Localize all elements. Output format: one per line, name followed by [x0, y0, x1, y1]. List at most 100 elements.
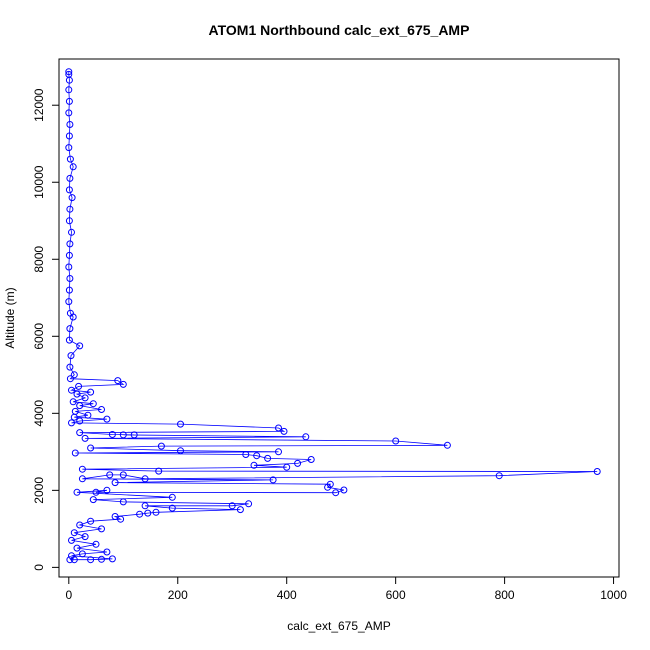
data-point: [69, 163, 77, 171]
data-point: [73, 488, 81, 496]
data-point: [103, 548, 111, 556]
data-point: [98, 525, 105, 533]
data-point: [75, 382, 83, 390]
data-point: [152, 508, 160, 516]
series-line: [68, 71, 598, 561]
data-point: [495, 472, 503, 480]
data-point: [275, 424, 282, 432]
data-point: [69, 313, 77, 321]
data-point: [69, 398, 77, 406]
data-point: [89, 496, 97, 504]
data-point: [68, 536, 75, 544]
data-point: [65, 336, 73, 344]
y-tick-label: 12000: [32, 88, 46, 122]
data-point: [228, 502, 236, 510]
data-point: [119, 380, 127, 388]
data-point: [65, 132, 73, 140]
data-point: [250, 461, 258, 469]
data-point: [71, 449, 79, 457]
axes: 0 200 400 600 800 100002000400060008000100001…: [32, 88, 627, 602]
data-point: [66, 155, 74, 163]
data-point: [68, 228, 75, 236]
y-tick-label: 10000: [32, 165, 46, 199]
data-point: [141, 475, 149, 483]
data-point: [67, 352, 75, 360]
data-point: [76, 417, 84, 425]
data-point: [264, 454, 272, 462]
data-point: [108, 431, 116, 438]
data-point: [73, 544, 81, 552]
data-point: [66, 325, 74, 333]
data-point: [65, 286, 73, 294]
data-point: [103, 486, 111, 494]
data-point: [245, 500, 253, 508]
x-tick-label: 200: [168, 588, 188, 602]
data-point: [136, 510, 144, 518]
data-point: [168, 504, 176, 512]
data-point: [66, 121, 74, 128]
data-point: [78, 550, 86, 558]
data-point: [236, 506, 244, 514]
data-point: [302, 433, 310, 441]
data-point: [177, 420, 184, 428]
data-point: [65, 76, 73, 84]
data-point: [81, 394, 89, 402]
data-point: [66, 363, 74, 371]
data-point: [307, 456, 315, 463]
data-point: [130, 431, 138, 439]
data-point: [111, 479, 119, 487]
data-point: [269, 476, 277, 484]
data-point: [340, 486, 348, 494]
data-point: [66, 275, 74, 282]
data-point: [87, 556, 95, 564]
data-point: [593, 468, 601, 475]
data-point: [119, 471, 127, 479]
data-point: [157, 442, 165, 450]
data-point: [65, 109, 73, 117]
data-point: [65, 186, 73, 194]
y-tick-label: 8000: [32, 246, 46, 273]
data-point: [78, 475, 86, 483]
y-tick-label: 4000: [32, 400, 46, 427]
data-point: [177, 447, 184, 455]
data-point: [168, 493, 176, 501]
data-point: [76, 342, 84, 350]
data-point: [76, 429, 84, 437]
data-point: [76, 521, 84, 529]
data-point: [65, 263, 73, 271]
data-point: [87, 444, 95, 452]
data-point: [65, 68, 73, 76]
y-axis-label: Altitude (m): [3, 287, 17, 348]
data-point: [68, 194, 76, 202]
data-point: [65, 97, 73, 105]
data-point: [78, 465, 86, 473]
data-point: [114, 377, 122, 385]
data-point: [70, 529, 78, 537]
data-point: [119, 498, 127, 506]
data-point: [253, 452, 261, 460]
data-point: [70, 371, 78, 379]
data-point: [68, 419, 75, 427]
x-tick-label: 400: [277, 588, 297, 602]
x-axis-label: calc_ext_675_AMP: [287, 619, 390, 633]
data-point: [103, 415, 111, 423]
data-point: [332, 489, 340, 497]
data-point: [73, 390, 81, 398]
data-point: [111, 513, 119, 520]
x-tick-label: 600: [386, 588, 406, 602]
data-point: [324, 483, 332, 491]
data-point: [66, 556, 74, 564]
data-point: [98, 555, 105, 563]
y-tick-label: 2000: [32, 477, 46, 504]
data-point: [275, 448, 282, 456]
data-point: [144, 509, 152, 517]
data-point: [294, 459, 302, 467]
data-point: [66, 205, 74, 213]
data-point: [70, 413, 78, 421]
x-tick-label: 1000: [600, 588, 627, 602]
data-point: [81, 533, 89, 541]
data-point: [92, 540, 100, 548]
data-point: [66, 240, 74, 248]
data-point: [65, 217, 73, 225]
